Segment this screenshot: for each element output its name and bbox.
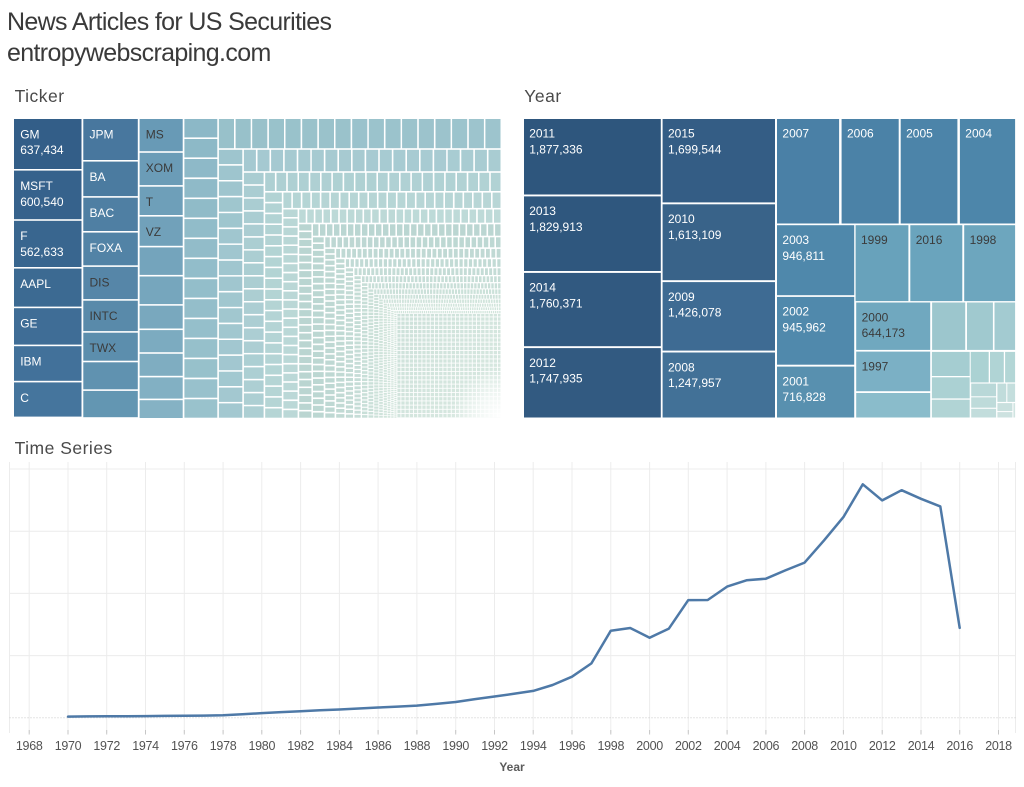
svg-text:BA: BA xyxy=(90,170,106,184)
svg-text:562,633: 562,633 xyxy=(20,245,64,259)
svg-text:2011: 2011 xyxy=(529,127,555,141)
svg-text:MS: MS xyxy=(146,127,164,141)
svg-text:2002: 2002 xyxy=(675,739,702,753)
svg-text:600,540: 600,540 xyxy=(20,195,64,209)
svg-text:Year: Year xyxy=(499,760,525,774)
svg-text:2016: 2016 xyxy=(946,739,973,753)
svg-text:FOXA: FOXA xyxy=(90,241,123,255)
svg-text:2007: 2007 xyxy=(782,127,809,141)
svg-text:1,247,957: 1,247,957 xyxy=(668,376,722,390)
svg-text:1972: 1972 xyxy=(93,739,120,753)
svg-text:1997: 1997 xyxy=(862,359,889,373)
svg-text:2000: 2000 xyxy=(636,739,663,753)
svg-text:1992: 1992 xyxy=(481,739,508,753)
svg-text:1996: 1996 xyxy=(559,739,586,753)
svg-text:GM: GM xyxy=(20,127,39,141)
svg-text:644,173: 644,173 xyxy=(862,326,906,340)
svg-text:1986: 1986 xyxy=(365,739,392,753)
svg-text:945,962: 945,962 xyxy=(782,321,826,335)
svg-text:2014: 2014 xyxy=(529,281,556,295)
svg-text:INTC: INTC xyxy=(90,309,118,323)
svg-text:1982: 1982 xyxy=(287,739,314,753)
svg-text:2005: 2005 xyxy=(906,127,933,141)
svg-text:2012: 2012 xyxy=(529,356,556,370)
svg-text:1,747,935: 1,747,935 xyxy=(529,372,583,386)
svg-text:716,828: 716,828 xyxy=(782,390,826,404)
svg-text:1970: 1970 xyxy=(55,739,82,753)
svg-text:XOM: XOM xyxy=(146,161,173,175)
svg-text:1980: 1980 xyxy=(248,739,275,753)
svg-text:1999: 1999 xyxy=(861,233,888,247)
svg-text:1,829,913: 1,829,913 xyxy=(529,220,583,234)
svg-text:2006: 2006 xyxy=(847,127,874,141)
svg-text:946,811: 946,811 xyxy=(782,249,825,263)
svg-text:2012: 2012 xyxy=(869,739,896,753)
svg-text:2000: 2000 xyxy=(862,310,889,324)
svg-text:1974: 1974 xyxy=(132,739,159,753)
svg-text:2006: 2006 xyxy=(753,739,780,753)
svg-text:2001: 2001 xyxy=(782,374,809,388)
svg-text:2018: 2018 xyxy=(985,739,1012,753)
svg-text:2015: 2015 xyxy=(668,127,695,141)
svg-text:C: C xyxy=(20,391,29,405)
svg-text:BAC: BAC xyxy=(90,206,115,220)
svg-text:2013: 2013 xyxy=(529,204,556,218)
svg-text:1984: 1984 xyxy=(326,739,353,753)
svg-text:2016: 2016 xyxy=(916,233,943,247)
svg-text:1998: 1998 xyxy=(970,233,997,247)
svg-text:AAPL: AAPL xyxy=(20,277,51,291)
svg-text:2010: 2010 xyxy=(830,739,857,753)
svg-text:T: T xyxy=(146,195,154,209)
svg-text:1994: 1994 xyxy=(520,739,547,753)
svg-text:F: F xyxy=(20,229,27,243)
svg-text:JPM: JPM xyxy=(90,127,114,141)
svg-text:1,760,371: 1,760,371 xyxy=(529,297,583,311)
svg-text:2014: 2014 xyxy=(908,739,935,753)
svg-text:2010: 2010 xyxy=(668,212,695,226)
svg-text:1978: 1978 xyxy=(210,739,237,753)
svg-text:2003: 2003 xyxy=(782,233,809,247)
svg-text:1998: 1998 xyxy=(597,739,624,753)
svg-text:MSFT: MSFT xyxy=(20,179,53,193)
svg-text:1976: 1976 xyxy=(171,739,198,753)
svg-text:2004: 2004 xyxy=(965,127,992,141)
svg-text:2002: 2002 xyxy=(782,305,809,319)
svg-text:2009: 2009 xyxy=(668,290,695,304)
svg-text:GE: GE xyxy=(20,317,37,331)
svg-text:1,699,544: 1,699,544 xyxy=(668,142,722,156)
svg-text:1,426,078: 1,426,078 xyxy=(668,306,722,320)
svg-text:TWX: TWX xyxy=(90,341,117,355)
svg-text:1968: 1968 xyxy=(16,739,43,753)
svg-text:VZ: VZ xyxy=(146,225,161,239)
svg-text:DIS: DIS xyxy=(90,275,110,289)
svg-text:2008: 2008 xyxy=(791,739,818,753)
svg-text:IBM: IBM xyxy=(20,355,41,369)
svg-text:1988: 1988 xyxy=(404,739,431,753)
svg-text:1990: 1990 xyxy=(442,739,469,753)
svg-text:2008: 2008 xyxy=(668,360,695,374)
svg-text:1,613,109: 1,613,109 xyxy=(668,228,722,242)
svg-text:637,434: 637,434 xyxy=(20,143,64,157)
svg-text:2004: 2004 xyxy=(714,739,741,753)
svg-text:1,877,336: 1,877,336 xyxy=(529,142,583,156)
